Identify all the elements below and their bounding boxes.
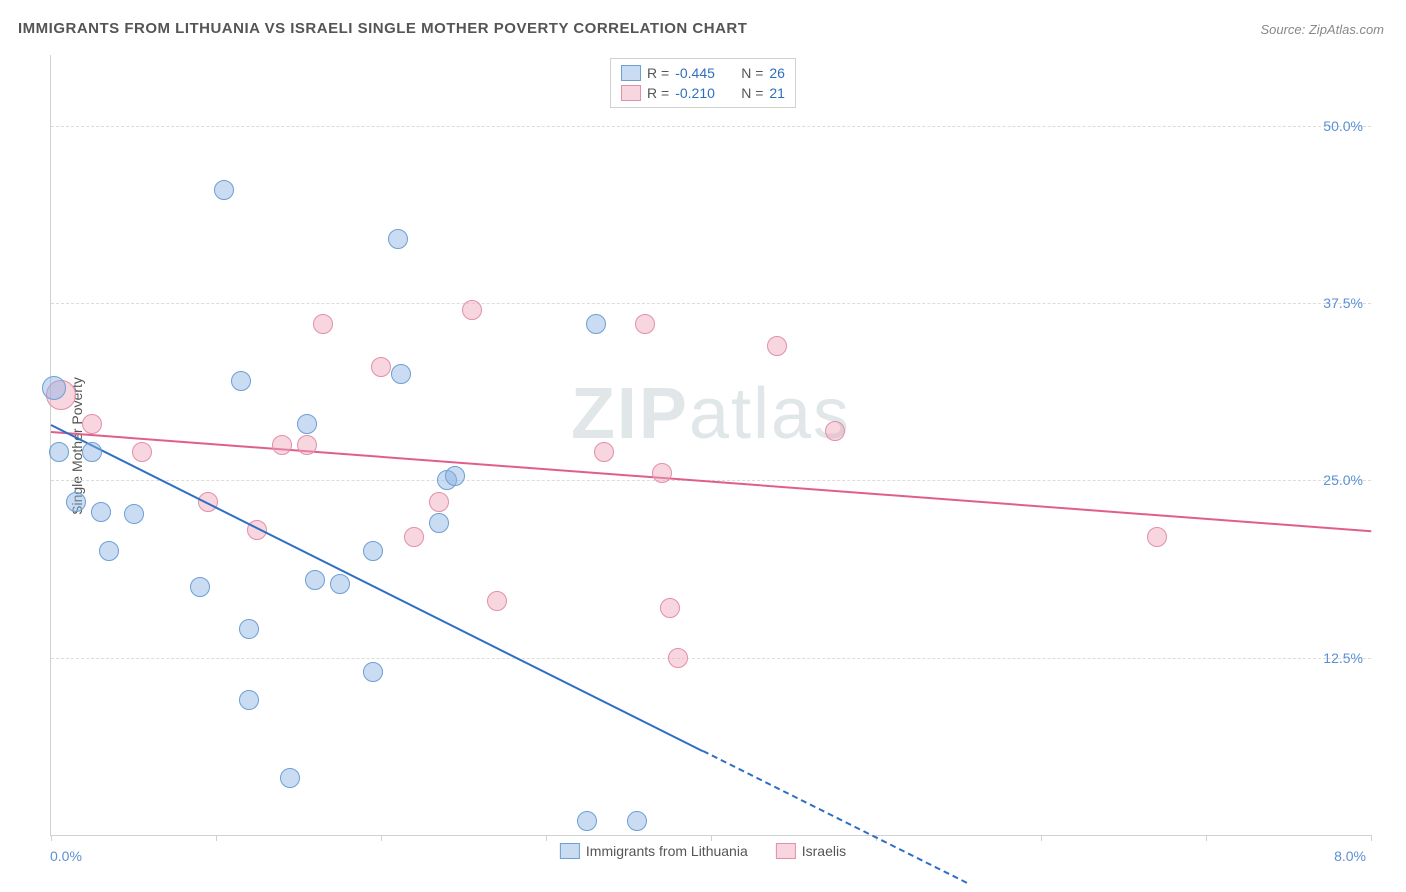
gridline: [51, 126, 1371, 127]
data-point: [297, 414, 317, 434]
data-point: [124, 504, 144, 524]
data-point: [91, 502, 111, 522]
regression-line-extrapolated: [702, 750, 967, 884]
data-point: [586, 314, 606, 334]
data-point: [330, 574, 350, 594]
data-point: [825, 421, 845, 441]
legend-series: Immigrants from Lithuania Israelis: [560, 843, 846, 859]
correlation-chart: IMMIGRANTS FROM LITHUANIA VS ISRAELI SIN…: [0, 0, 1406, 892]
y-tick-label: 37.5%: [1323, 295, 1363, 311]
data-point: [66, 492, 86, 512]
legend-r-label: R =: [647, 85, 669, 101]
legend-series-item: Immigrants from Lithuania: [560, 843, 748, 859]
plot-area: ZIPatlas 12.5% 25.0% 37.5% 50.0%: [50, 55, 1371, 836]
data-point: [429, 492, 449, 512]
data-point: [214, 180, 234, 200]
data-point: [239, 690, 259, 710]
legend-series-label: Israelis: [802, 843, 846, 859]
gridline: [51, 303, 1371, 304]
legend-stats-row: R = -0.445 N = 26: [621, 63, 785, 83]
watermark: ZIPatlas: [571, 373, 851, 455]
data-point: [272, 435, 292, 455]
x-tick: [216, 835, 217, 841]
legend-series-item: Israelis: [776, 843, 846, 859]
data-point: [652, 463, 672, 483]
data-point: [487, 591, 507, 611]
data-point: [391, 364, 411, 384]
data-point: [445, 466, 465, 486]
legend-swatch: [621, 65, 641, 81]
data-point: [462, 300, 482, 320]
legend-swatch: [621, 85, 641, 101]
data-point: [577, 811, 597, 831]
data-point: [371, 357, 391, 377]
data-point: [635, 314, 655, 334]
data-point: [297, 435, 317, 455]
legend-stats-row: R = -0.210 N = 21: [621, 83, 785, 103]
data-point: [305, 570, 325, 590]
y-tick-label: 25.0%: [1323, 472, 1363, 488]
data-point: [404, 527, 424, 547]
y-tick-label: 50.0%: [1323, 118, 1363, 134]
legend-n-value: 21: [769, 85, 785, 101]
data-point: [1147, 527, 1167, 547]
x-tick: [1041, 835, 1042, 841]
x-tick: [546, 835, 547, 841]
legend-series-label: Immigrants from Lithuania: [586, 843, 748, 859]
data-point: [594, 442, 614, 462]
gridline: [51, 658, 1371, 659]
legend-r-label: R =: [647, 65, 669, 81]
data-point: [363, 662, 383, 682]
x-axis-min-label: 0.0%: [50, 848, 82, 864]
data-point: [313, 314, 333, 334]
legend-r-value: -0.445: [675, 65, 727, 81]
data-point: [429, 513, 449, 533]
x-tick: [1371, 835, 1372, 841]
legend-n-label: N =: [741, 85, 763, 101]
data-point: [627, 811, 647, 831]
x-tick: [381, 835, 382, 841]
legend-swatch: [560, 843, 580, 859]
x-tick: [711, 835, 712, 841]
data-point: [280, 768, 300, 788]
x-axis-max-label: 8.0%: [1334, 848, 1366, 864]
data-point: [49, 442, 69, 462]
data-point: [767, 336, 787, 356]
legend-n-value: 26: [769, 65, 785, 81]
legend-swatch: [776, 843, 796, 859]
data-point: [239, 619, 259, 639]
legend-stats: R = -0.445 N = 26 R = -0.210 N = 21: [610, 58, 796, 108]
data-point: [132, 442, 152, 462]
data-point: [363, 541, 383, 561]
data-point: [82, 414, 102, 434]
data-point: [190, 577, 210, 597]
y-tick-label: 12.5%: [1323, 650, 1363, 666]
source-label: Source: ZipAtlas.com: [1260, 22, 1384, 37]
data-point: [660, 598, 680, 618]
data-point: [388, 229, 408, 249]
data-point: [82, 442, 102, 462]
x-tick: [1206, 835, 1207, 841]
x-tick: [51, 835, 52, 841]
data-point: [231, 371, 251, 391]
chart-title: IMMIGRANTS FROM LITHUANIA VS ISRAELI SIN…: [18, 20, 747, 37]
legend-r-value: -0.210: [675, 85, 727, 101]
data-point: [42, 376, 66, 400]
data-point: [99, 541, 119, 561]
data-point: [668, 648, 688, 668]
legend-n-label: N =: [741, 65, 763, 81]
